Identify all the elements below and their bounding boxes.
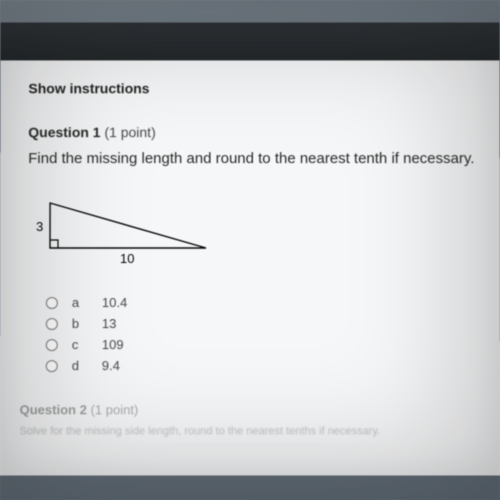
question-1-prompt: Find the missing length and round to the…	[28, 150, 480, 167]
radio-icon[interactable]	[46, 297, 58, 309]
option-value: 9.4	[102, 358, 120, 373]
option-value: 10.4	[102, 295, 127, 310]
option-d[interactable]: d 9.4	[46, 358, 481, 373]
photo-frame: Show instructions Question 1 (1 point) F…	[0, 0, 500, 500]
question-1-number: Question 1	[28, 124, 100, 140]
radio-icon[interactable]	[46, 339, 58, 351]
triangle-figure: 3 10	[28, 193, 228, 273]
browser-top-bar	[1, 23, 500, 61]
option-letter: b	[72, 316, 102, 331]
quiz-content: Show instructions Question 1 (1 point) F…	[28, 80, 481, 379]
option-letter: d	[72, 358, 102, 373]
question-1-points: (1 point)	[104, 124, 155, 140]
radio-icon[interactable]	[46, 360, 58, 372]
question-2-number: Question 2	[20, 402, 87, 417]
option-letter: c	[72, 337, 102, 352]
question-2-points: (1 point)	[91, 402, 139, 417]
option-c[interactable]: c 109	[46, 337, 480, 352]
option-a[interactable]: a 10.4	[46, 295, 480, 310]
option-b[interactable]: b 13	[46, 316, 480, 331]
option-value: 13	[102, 316, 117, 331]
triangle-label-3: 3	[36, 219, 43, 234]
option-letter: a	[72, 295, 102, 310]
question-2-preview: Question 2 (1 point) Solve for the missi…	[20, 402, 481, 437]
question-2-prompt: Solve for the missing side length, round…	[20, 425, 481, 437]
screen-area: Show instructions Question 1 (1 point) F…	[0, 23, 500, 476]
option-value: 109	[102, 337, 124, 352]
radio-icon[interactable]	[46, 318, 58, 330]
show-instructions-link[interactable]: Show instructions	[28, 80, 479, 96]
triangle-label-10: 10	[120, 251, 134, 266]
question-1-header: Question 1 (1 point)	[28, 124, 479, 140]
answer-options: a 10.4 b 13 c 109 d 9.4	[46, 295, 481, 373]
